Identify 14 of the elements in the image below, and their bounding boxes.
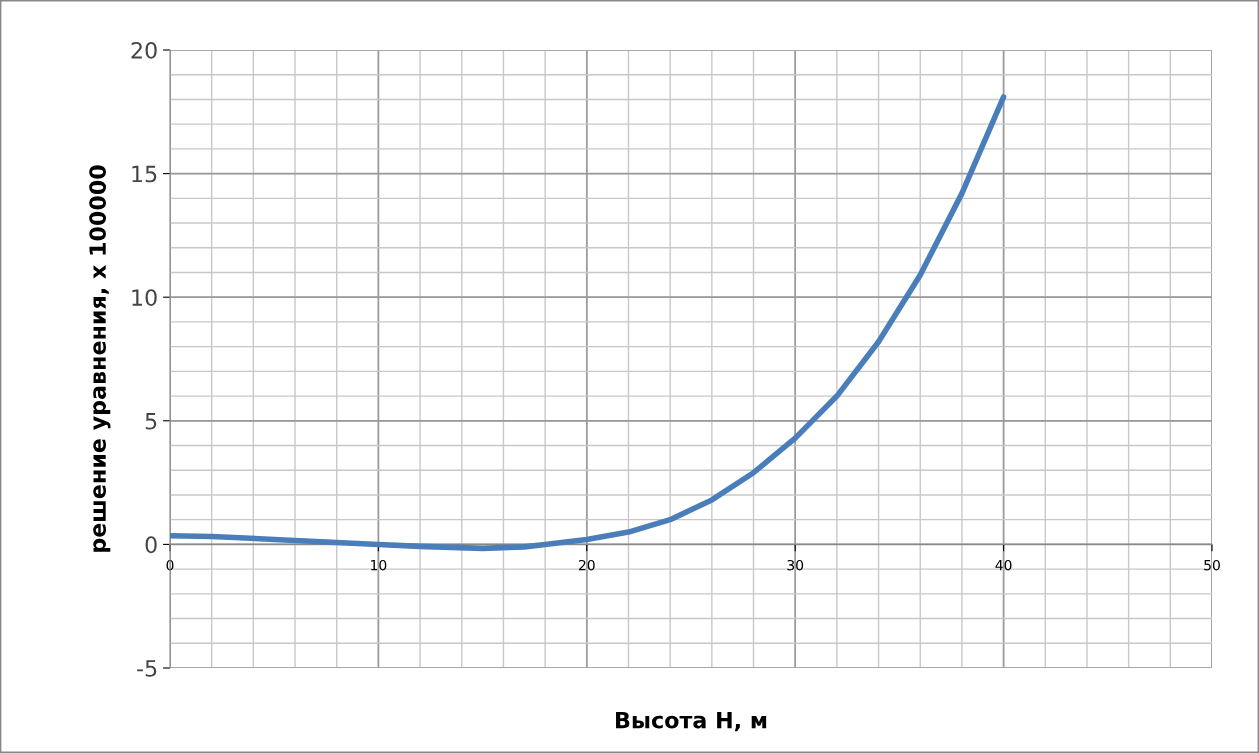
y-tick-label: 15 <box>132 165 157 183</box>
y-tick-label: 20 <box>131 41 157 59</box>
x-tick-label: 10 <box>371 559 387 571</box>
y-tick-label: 5 <box>145 413 157 430</box>
x-tick-label: 30 <box>787 559 804 571</box>
y-tick-label: 0 <box>145 536 157 554</box>
y-tick-label: -5 <box>137 660 157 677</box>
x-tick-label: 0 <box>166 559 174 571</box>
x-tick-label: 40 <box>995 559 1012 571</box>
y-tick-label: 10 <box>132 289 157 306</box>
x-tick-label: 50 <box>1204 559 1220 571</box>
y-axis-title: решение уравнения, x 100000 <box>89 165 111 552</box>
x-axis-title: Высота H, м <box>616 711 767 732</box>
x-tick-label: 20 <box>578 559 595 571</box>
